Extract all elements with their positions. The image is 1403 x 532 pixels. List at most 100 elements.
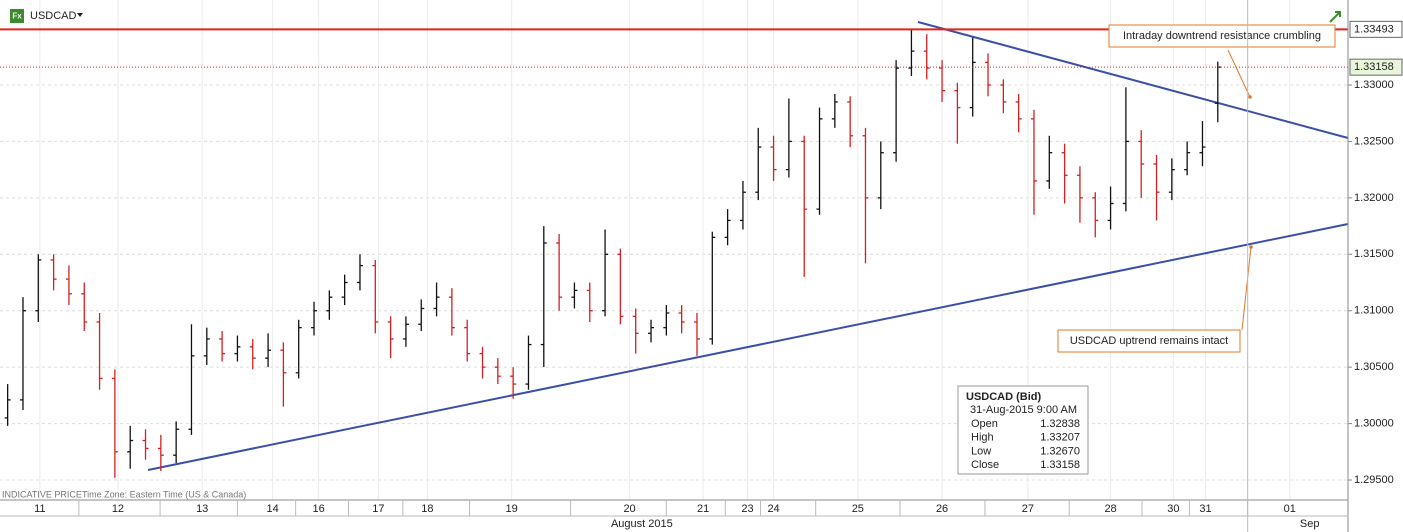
ohlc-bar xyxy=(1030,109,1037,215)
ohlc-bar xyxy=(1153,154,1160,221)
ohlc-bar xyxy=(862,127,869,264)
ohlc-bar xyxy=(785,98,792,178)
ohlc-bar xyxy=(464,319,471,362)
ohlc-bar xyxy=(954,82,961,144)
ohlc-bar xyxy=(234,335,241,362)
x-tick-label: 27 xyxy=(1022,503,1034,515)
ohlc-bar xyxy=(586,282,593,323)
y-tick-label: 1.33000 xyxy=(1354,79,1394,91)
ohlc-bar xyxy=(402,316,409,347)
ohlc-bar xyxy=(35,254,42,323)
ohlc-bar xyxy=(50,254,57,291)
ohlc-bar xyxy=(877,141,884,210)
ohlc-bar xyxy=(265,333,272,368)
annotation-box xyxy=(1108,24,1336,48)
ohlc-bar xyxy=(157,434,164,471)
x-tick-label: 18 xyxy=(421,503,433,515)
ohlc-bar xyxy=(1046,135,1053,189)
ohlc-bar xyxy=(1000,79,1007,114)
x-tick-label: 31 xyxy=(1199,503,1211,515)
x-tick-label: 14 xyxy=(267,503,279,515)
ohlc-bar xyxy=(1015,94,1022,133)
x-tick-label: 26 xyxy=(936,503,948,515)
ohlc-bar xyxy=(188,324,195,435)
ohlc-bar xyxy=(326,290,333,320)
ohlc-bar xyxy=(96,312,103,390)
ohlc-bar xyxy=(969,37,976,117)
x-axis: 11 12 13 14 16 17 18 19 20 21 23 24 25 26 27 28 30 31 01 Au… xyxy=(34,0,1319,532)
ohlc-bar xyxy=(142,429,149,460)
y-tick-label: 1.31000 xyxy=(1354,305,1394,317)
price-level-label: 1.33493 xyxy=(1354,23,1394,35)
ohlc-bar xyxy=(770,135,777,181)
footnote: INDICATIVE PRICE xyxy=(2,489,82,499)
price-level-box xyxy=(1349,20,1403,38)
ohlc-bar xyxy=(387,316,394,359)
x-period-label: Sep xyxy=(1300,518,1320,530)
price-level-label: 1.33158 xyxy=(1354,61,1394,73)
annotation-pointer xyxy=(1227,49,1251,98)
ohlc-bar xyxy=(1061,143,1068,204)
x-tick-label: 30 xyxy=(1167,503,1179,515)
downtrend-line xyxy=(917,21,1349,139)
info-title: USDCAD (Bid) xyxy=(966,391,1041,403)
x-tick-label: 13 xyxy=(196,503,208,515)
fx-icon-text: Fx xyxy=(12,12,22,21)
bars xyxy=(4,28,1221,478)
trend-icon[interactable] xyxy=(1329,11,1341,23)
info-date: 31-Aug-2015 9:00 AM xyxy=(970,404,1077,416)
ohlc-bar xyxy=(540,226,547,368)
ohlc-bar xyxy=(1092,192,1099,238)
ohlc-bar xyxy=(418,299,425,332)
ohlc-bar xyxy=(1184,141,1191,176)
ohlc-bar xyxy=(908,28,915,76)
ohlc-bar xyxy=(678,305,685,334)
info-value: 1.32670 xyxy=(1040,445,1080,457)
annotation-box xyxy=(1057,329,1241,353)
fx-icon[interactable] xyxy=(10,9,24,23)
ohlc-bar xyxy=(801,135,808,277)
ohlc-bar xyxy=(632,308,639,354)
dropdown-arrow[interactable] xyxy=(77,13,83,17)
y-tick-label: 1.30500 xyxy=(1354,361,1394,373)
info-rows: Open 1.32838 High 1.33207 Low 1.32670 Close 1.3… xyxy=(971,418,1080,471)
x-tick-label: 11 xyxy=(34,503,45,515)
ohlc-bar xyxy=(372,259,379,334)
info-label: Open xyxy=(971,418,998,430)
x-tick-label: 28 xyxy=(1104,503,1116,515)
ohlc-bar xyxy=(693,312,700,356)
ohlc-bar xyxy=(510,367,517,399)
symbol[interactable]: USDCAD xyxy=(30,10,77,22)
ohlc-bar xyxy=(571,282,578,309)
x-tick-label: 23 xyxy=(741,503,753,515)
ohlc-bar xyxy=(617,248,624,325)
ohlc-bar xyxy=(1138,130,1145,198)
ohlc-bar xyxy=(847,96,854,148)
info-box xyxy=(957,385,1089,475)
x-tick-label: 20 xyxy=(623,503,635,515)
ohlc-bar xyxy=(341,274,348,306)
x-period-label: August 2015 xyxy=(611,518,673,530)
ohlc-bar xyxy=(81,282,88,332)
x-tick-label: 19 xyxy=(506,503,518,515)
ohlc-bar xyxy=(479,346,486,379)
y-tick-label: 1.32000 xyxy=(1354,192,1394,204)
annotation-text: Intraday downtrend resistance crumbling xyxy=(1123,30,1321,42)
ohlc-bar xyxy=(65,265,72,306)
annotation-text: USDCAD uptrend remains intact xyxy=(1070,335,1228,347)
ohlc-bar xyxy=(663,305,670,336)
annotation-dot xyxy=(1249,245,1253,249)
ohlc-bar xyxy=(923,34,930,80)
ohlc-bar xyxy=(724,209,731,246)
price-level-box xyxy=(1349,58,1403,76)
ohlc-bar xyxy=(709,231,716,345)
ohlc-bar xyxy=(648,319,655,343)
ohlc-bar xyxy=(525,335,532,390)
ohlc-bar xyxy=(1122,87,1129,212)
ohlc-bar xyxy=(127,425,134,469)
x-tick-label: 24 xyxy=(767,503,779,515)
x-tick-label: 21 xyxy=(697,503,709,515)
ohlc-bar xyxy=(739,180,746,230)
annotation-dot xyxy=(1248,95,1252,99)
